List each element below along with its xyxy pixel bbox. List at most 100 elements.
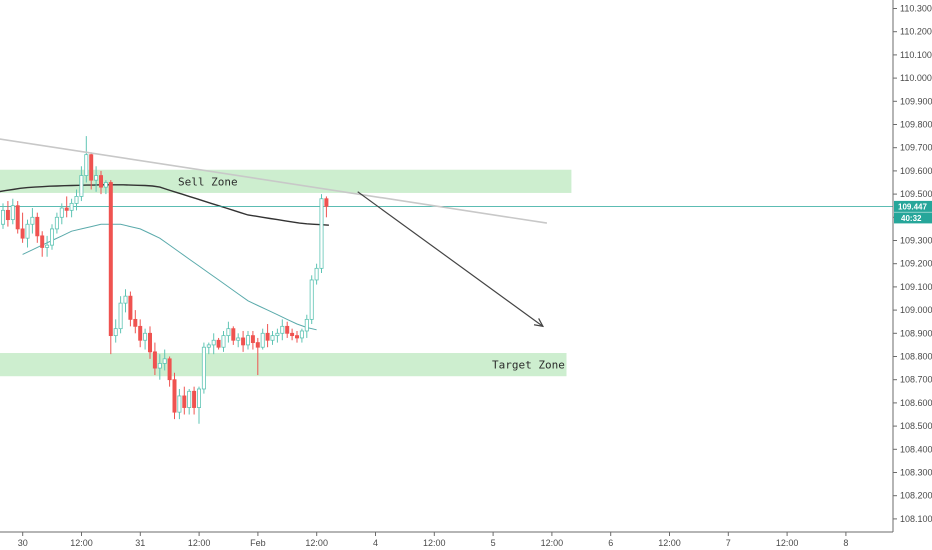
candle-body[interactable] [211,339,216,346]
candle-body[interactable] [324,198,329,207]
candle-body[interactable] [54,216,59,230]
moving-average-short[interactable] [22,223,317,331]
candle-body[interactable] [172,379,177,413]
candle-body[interactable] [147,332,152,353]
candle-body[interactable] [25,223,30,239]
candle-body[interactable] [64,207,69,211]
candle-body[interactable] [231,328,236,341]
trendline[interactable] [0,137,548,224]
candle-body[interactable] [270,335,275,341]
candle-body[interactable] [35,216,40,237]
candle-body[interactable] [157,363,162,369]
price-tick-label: 108.500 [900,421,932,431]
candle-body[interactable] [201,346,206,390]
price-tick-label: 108.600 [900,398,932,408]
time-tick-label: 31 [135,538,145,548]
candle-body[interactable] [226,328,231,337]
candle-body[interactable] [69,202,74,211]
candle-body[interactable] [30,216,35,225]
candle-body[interactable] [162,358,167,364]
candle-body[interactable] [265,332,270,341]
price-tick-label: 108.800 [900,352,932,362]
projection-arrow[interactable] [357,191,544,327]
time-tick-label: 4 [373,538,378,548]
candle-body[interactable] [128,295,133,320]
time-tick-label: 12:00 [776,538,799,548]
price-tick-label: 109.100 [900,282,932,292]
candle-body[interactable] [294,335,299,339]
candle-body[interactable] [40,235,45,248]
candle-body[interactable] [103,182,108,188]
candle-body[interactable] [143,332,148,341]
candle-body[interactable] [20,228,25,239]
candle-body[interactable] [299,330,304,339]
target-zone-box[interactable] [0,353,567,377]
candle-body[interactable] [236,337,241,341]
candle-body[interactable] [177,395,182,413]
indicator-lines-layer [0,184,893,331]
candle-body[interactable] [192,390,197,408]
candle-body[interactable] [74,196,79,204]
candle-body[interactable] [216,339,221,348]
candle-body[interactable] [94,175,99,181]
candle-body[interactable] [45,244,50,248]
sell-zone-label: Sell Zone [178,175,238,188]
candle-body[interactable] [260,332,265,348]
candle-body[interactable] [79,175,84,197]
candle-body[interactable] [10,205,15,221]
candle-body[interactable] [255,342,260,348]
time-tick-label: 12:00 [658,538,681,548]
price-tick-label: 109.900 [900,96,932,106]
candle-body[interactable] [304,318,309,332]
candle-body[interactable] [241,337,246,346]
candle-body[interactable] [123,295,128,304]
candle-body[interactable] [152,351,157,369]
candle-body[interactable] [59,207,64,218]
time-tick-label: 7 [726,538,731,548]
candles-layer [0,136,329,424]
candle-body[interactable] [314,267,319,281]
candle-body[interactable] [118,302,123,330]
candle-body[interactable] [5,209,10,221]
candle-body[interactable] [206,344,211,348]
last-price-value: 109.447 [898,202,927,211]
candle-body[interactable] [138,325,143,341]
candle-body[interactable] [245,335,250,346]
candle-body[interactable] [275,332,280,337]
price-tick-label: 110.300 [900,4,932,14]
time-tick-label: Feb [250,538,266,548]
candle-body[interactable] [84,154,89,176]
time-axis[interactable]: 30 12:00 31 12:00 Feb 12:00 4 12:00 5 12:00 6 12:00… [0,531,893,548]
moving-average-long[interactable] [0,184,329,226]
candle-body[interactable] [290,332,295,337]
candle-body[interactable] [187,390,192,408]
time-tick-label: 12:00 [305,538,328,548]
time-tick-label: 12:00 [70,538,93,548]
candle-body[interactable] [0,209,6,225]
time-tick-label: 12:00 [188,538,211,548]
candle-body[interactable] [196,388,201,408]
candle-body[interactable] [285,325,290,334]
candle-body[interactable] [167,358,172,381]
candle-body[interactable] [99,175,104,188]
candle-body[interactable] [182,395,187,408]
price-badges: 109.447 40:32 [894,200,932,224]
candle-body[interactable] [319,198,324,269]
candle-body[interactable] [133,318,138,327]
candle-body[interactable] [113,328,118,337]
price-tick-label: 108.900 [900,328,932,338]
candle-body[interactable] [309,279,314,320]
sell-zone-box[interactable] [0,169,572,193]
annotations-layer [0,137,548,328]
candle-body[interactable] [89,154,94,181]
countdown-value: 40:32 [901,214,922,223]
candle-body[interactable] [108,182,113,337]
candle-body[interactable] [250,335,255,343]
candle-body[interactable] [50,228,55,246]
countdown-badge [894,212,932,224]
candle-body[interactable] [280,325,285,334]
candle-body[interactable] [221,335,226,348]
candle-body[interactable] [15,205,20,230]
